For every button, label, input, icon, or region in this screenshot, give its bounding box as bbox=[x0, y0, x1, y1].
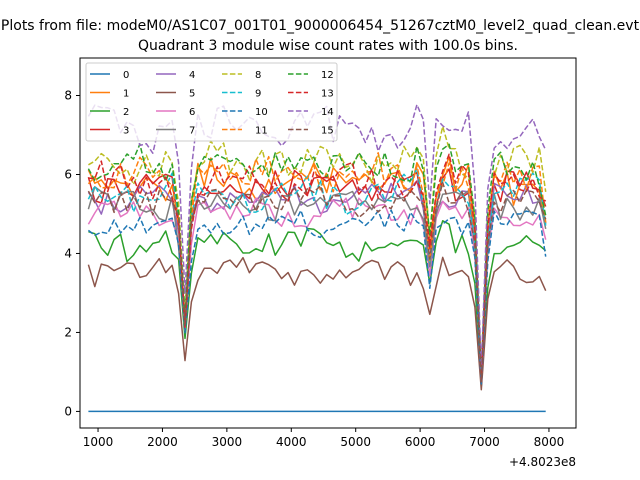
chart-title: Quadrant 3 module wise count rates with … bbox=[138, 38, 518, 54]
legend-label-8: 8 bbox=[255, 70, 261, 81]
legend-label-12: 12 bbox=[321, 70, 334, 81]
y-tick-label: 4 bbox=[64, 246, 72, 260]
legend-label-15: 15 bbox=[321, 126, 334, 137]
legend-label-11: 11 bbox=[255, 126, 268, 137]
x-tick-label: 8000 bbox=[534, 435, 565, 449]
legend-label-3: 3 bbox=[123, 126, 129, 137]
legend-label-9: 9 bbox=[255, 89, 261, 100]
legend-label-14: 14 bbox=[321, 107, 334, 118]
legend-box bbox=[85, 62, 338, 142]
y-axis: 0 2 4 6 8 bbox=[64, 89, 80, 418]
series-line-10 bbox=[87, 209, 547, 385]
legend-label-13: 13 bbox=[321, 89, 334, 100]
series-line-5 bbox=[87, 256, 547, 391]
legend-label-7: 7 bbox=[189, 126, 195, 137]
x-tick-label: 1000 bbox=[83, 435, 114, 449]
x-tick-label: 2000 bbox=[147, 435, 178, 449]
series-line-2 bbox=[88, 220, 547, 387]
y-tick-label: 8 bbox=[64, 89, 72, 103]
legend-label-0: 0 bbox=[123, 70, 129, 81]
y-tick-label: 2 bbox=[64, 325, 72, 339]
series-line-8 bbox=[88, 125, 547, 378]
series-layer bbox=[87, 103, 547, 413]
legend-label-4: 4 bbox=[189, 70, 195, 81]
x-tick-label: 3000 bbox=[212, 435, 243, 449]
plot-frame bbox=[79, 57, 577, 429]
x-tick-label: 6000 bbox=[405, 435, 436, 449]
y-tick-label: 0 bbox=[64, 404, 72, 418]
y-tick-label: 6 bbox=[64, 167, 72, 181]
x-offset-label: +4.8023e8 bbox=[509, 455, 576, 469]
x-tick-label: 4000 bbox=[276, 435, 307, 449]
legend-label-2: 2 bbox=[123, 107, 129, 118]
legend-label-10: 10 bbox=[255, 107, 268, 118]
series-line-9 bbox=[87, 167, 547, 380]
x-tick-label: 5000 bbox=[340, 435, 371, 449]
x-tick-label: 7000 bbox=[469, 435, 500, 449]
legend-label-1: 1 bbox=[123, 89, 129, 100]
series-line-15 bbox=[87, 181, 547, 383]
legend-label-6: 6 bbox=[189, 107, 195, 118]
x-axis: 1000 2000 3000 4000 5000 6000 7000 8000 bbox=[83, 428, 564, 449]
figure-suptitle: Plots from file: modeM0/AS1C07_001T01_90… bbox=[1, 18, 640, 34]
legend-label-5: 5 bbox=[189, 89, 195, 100]
series-line-13 bbox=[88, 153, 547, 380]
